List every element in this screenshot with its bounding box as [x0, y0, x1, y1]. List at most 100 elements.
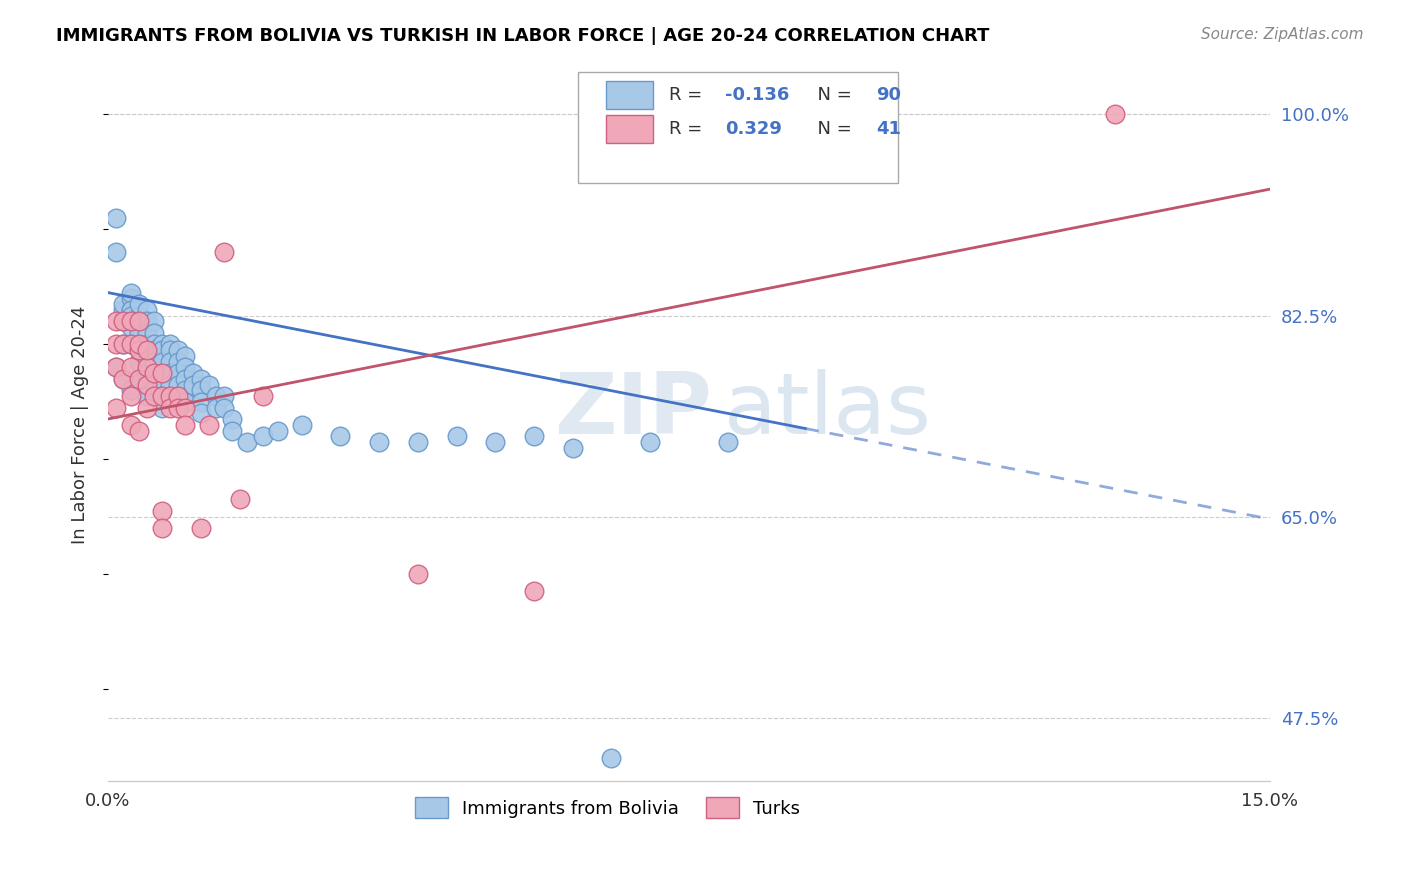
Point — [150, 389, 173, 403]
Point — [212, 401, 235, 415]
Point — [135, 366, 157, 380]
Point — [523, 584, 546, 599]
Point — [120, 314, 142, 328]
Point — [716, 435, 738, 450]
Point — [135, 354, 157, 368]
Point — [197, 417, 219, 432]
Point — [159, 401, 181, 415]
Point — [561, 441, 583, 455]
Point — [236, 435, 259, 450]
Point — [1104, 107, 1126, 121]
Point — [166, 389, 188, 403]
Point — [267, 424, 290, 438]
Point — [128, 326, 150, 340]
Point — [252, 429, 274, 443]
Point — [135, 343, 157, 357]
Point — [190, 372, 212, 386]
Point — [112, 372, 135, 386]
Point — [120, 320, 142, 334]
Point — [135, 314, 157, 328]
Point — [166, 354, 188, 368]
Point — [120, 360, 142, 375]
Point — [128, 337, 150, 351]
Point — [120, 302, 142, 317]
Point — [228, 492, 250, 507]
Point — [190, 521, 212, 535]
Point — [150, 377, 173, 392]
Point — [252, 389, 274, 403]
Point — [166, 343, 188, 357]
Point — [135, 326, 157, 340]
Point — [135, 389, 157, 403]
FancyBboxPatch shape — [606, 115, 652, 144]
Point — [174, 384, 197, 398]
Point — [120, 389, 142, 403]
Point — [104, 401, 127, 415]
Point — [128, 343, 150, 357]
Point — [197, 377, 219, 392]
Point — [135, 360, 157, 375]
Point — [120, 302, 142, 317]
Point — [174, 372, 197, 386]
Point — [143, 326, 166, 340]
Text: 41: 41 — [876, 120, 901, 138]
Point — [523, 429, 546, 443]
Point — [190, 406, 212, 420]
Point — [150, 521, 173, 535]
Point — [128, 424, 150, 438]
Point — [104, 314, 127, 328]
Point — [120, 337, 142, 351]
Point — [159, 343, 181, 357]
Point — [143, 314, 166, 328]
Point — [159, 337, 181, 351]
Point — [120, 291, 142, 305]
Point — [166, 366, 188, 380]
Point — [150, 366, 173, 380]
Point — [150, 401, 173, 415]
Point — [159, 377, 181, 392]
Point — [120, 384, 142, 398]
Point — [128, 372, 150, 386]
FancyBboxPatch shape — [578, 72, 898, 183]
Point — [128, 354, 150, 368]
Point — [120, 314, 142, 328]
Point — [143, 366, 166, 380]
Text: Source: ZipAtlas.com: Source: ZipAtlas.com — [1201, 27, 1364, 42]
Point — [159, 366, 181, 380]
Y-axis label: In Labor Force | Age 20-24: In Labor Force | Age 20-24 — [72, 306, 89, 544]
Point — [135, 337, 157, 351]
Point — [112, 372, 135, 386]
Point — [600, 751, 623, 765]
Point — [150, 354, 173, 368]
Point — [406, 567, 429, 582]
Point — [159, 354, 181, 368]
Point — [143, 377, 166, 392]
Point — [112, 302, 135, 317]
Point — [329, 429, 352, 443]
Text: 90: 90 — [876, 86, 901, 103]
Point — [135, 377, 157, 392]
Point — [135, 343, 157, 357]
Text: atlas: atlas — [724, 369, 932, 452]
Point — [484, 435, 506, 450]
Point — [368, 435, 391, 450]
Point — [128, 309, 150, 323]
Point — [150, 337, 173, 351]
Point — [128, 314, 150, 328]
Point — [221, 412, 243, 426]
Text: N =: N = — [806, 86, 858, 103]
Point — [135, 401, 157, 415]
Point — [112, 314, 135, 328]
Point — [212, 245, 235, 260]
Point — [174, 349, 197, 363]
Text: -0.136: -0.136 — [725, 86, 789, 103]
Point — [135, 384, 157, 398]
Point — [205, 401, 228, 415]
Point — [104, 337, 127, 351]
Point — [143, 343, 166, 357]
Point — [150, 504, 173, 518]
Point — [120, 285, 142, 300]
Point — [120, 337, 142, 351]
Point — [112, 314, 135, 328]
Point — [166, 389, 188, 403]
